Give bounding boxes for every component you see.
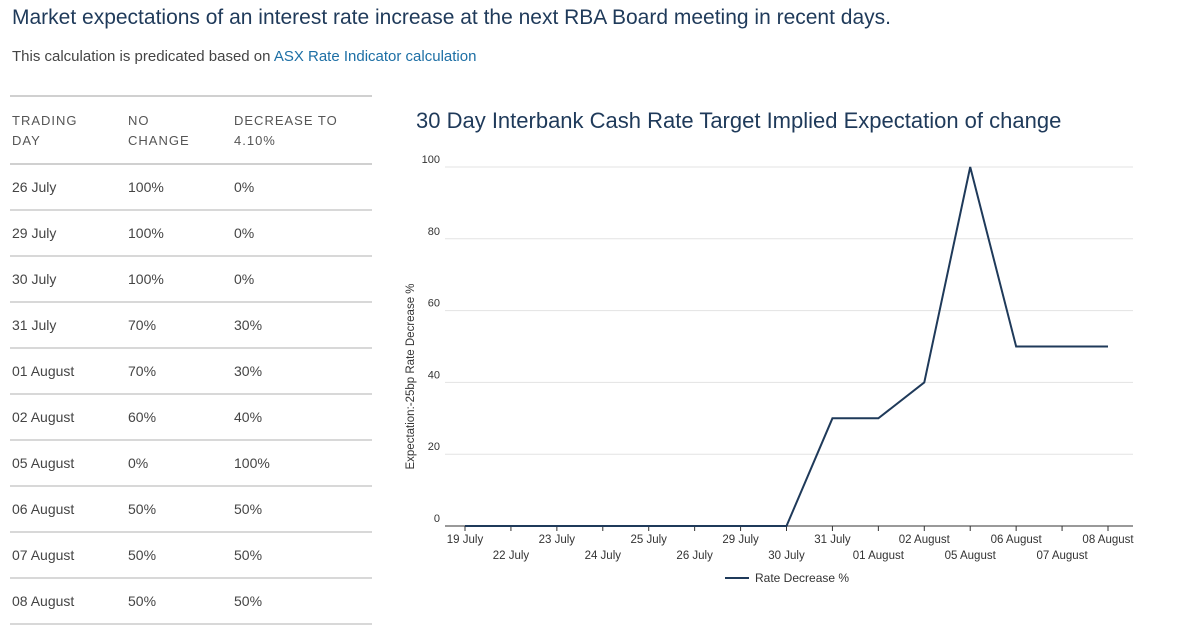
y-tick-label: 40 [428,369,440,381]
decrease-value: 40% [232,394,372,441]
table-row: 31 July 70% 30% [10,302,372,349]
decrease-value: 0% [232,164,372,211]
no-change-value: 70% [126,302,232,349]
x-tick-label: 24 July [585,550,622,562]
subtitle: This calculation is predicated based on … [12,48,476,65]
x-tick-label: 06 August [991,534,1043,546]
y-tick-label: 100 [422,154,440,166]
x-tick-label: 25 July [630,534,667,546]
page-title: Market expectations of an interest rate … [12,6,891,29]
x-tick-label: 01 August [853,550,905,562]
asx-rate-indicator-link[interactable]: ASX Rate Indicator calculation [273,48,477,65]
decrease-value: 50% [232,486,372,533]
x-tick-label: 08 August [1082,534,1134,546]
x-tick-label: 30 July [768,550,805,562]
legend-label: Rate Decrease % [755,571,849,585]
y-axis-label: Expectation:-25bp Rate Decrease % [405,283,417,469]
x-tick-label: 23 July [539,534,576,546]
x-tick-label: 26 July [676,550,713,562]
decrease-value: 50% [232,532,372,579]
table-row: 02 August 60% 40% [10,394,372,441]
x-tick-label: 31 July [814,534,851,546]
x-tick-label: 05 August [945,550,997,562]
header-decrease: DECREASE TO 4.10% [232,95,372,165]
table-row: 26 July 100% 0% [10,164,372,211]
x-tick-label: 02 August [899,534,951,546]
subtitle-text: This calculation is predicated based on [12,48,274,65]
x-tick-label: 19 July [447,534,484,546]
no-change-value: 70% [126,348,232,395]
line-chart: 0 20 40 60 80 100 19 July 22 July 23 July 24 July… [405,154,1134,585]
table-row: 05 August 0% 100% [10,440,372,487]
y-tick-label: 60 [428,298,440,310]
table-header-row: TRADING DAY NO CHANGE DECREASE TO 4.10% [10,95,372,165]
y-tick-label: 20 [428,441,440,453]
trading-day: 29 July [10,210,126,257]
no-change-value: 50% [126,486,232,533]
no-change-value: 50% [126,578,232,625]
table-row: 29 July 100% 0% [10,210,372,257]
decrease-value: 30% [232,348,372,395]
table-row: 06 August 50% 50% [10,486,372,533]
trading-day: 06 August [10,486,126,533]
y-tick-label: 0 [434,513,440,525]
header-no-change: NO CHANGE [126,95,232,165]
y-tick-label: 80 [428,226,440,238]
no-change-value: 100% [126,164,232,211]
table-row: 30 July 100% 0% [10,256,372,303]
table-row: 01 August 70% 30% [10,348,372,395]
trading-day: 08 August [10,578,126,625]
table-row: 08 August 50% 50% [10,578,372,625]
x-tick-label: 07 August [1036,550,1088,562]
series-line-rate-decrease [465,166,1108,527]
decrease-value: 30% [232,302,372,349]
expectations-table: TRADING DAY NO CHANGE DECREASE TO 4.10% 26 … [10,95,372,625]
decrease-value: 0% [232,210,372,257]
no-change-value: 100% [126,210,232,257]
trading-day: 01 August [10,348,126,395]
no-change-value: 60% [126,394,232,441]
x-tick-label: 22 July [493,550,530,562]
trading-day: 05 August [10,440,126,487]
decrease-value: 100% [232,440,372,487]
table-row: 07 August 50% 50% [10,532,372,579]
decrease-value: 50% [232,578,372,625]
x-tick-label: 29 July [722,534,759,546]
header-trading-day: TRADING DAY [10,95,126,165]
decrease-value: 0% [232,256,372,303]
chart-title: 30 Day Interbank Cash Rate Target Implie… [416,108,1062,133]
trading-day: 07 August [10,532,126,579]
no-change-value: 100% [126,256,232,303]
trading-day: 02 August [10,394,126,441]
no-change-value: 50% [126,532,232,579]
trading-day: 26 July [10,164,126,211]
no-change-value: 0% [126,440,232,487]
trading-day: 30 July [10,256,126,303]
trading-day: 31 July [10,302,126,349]
